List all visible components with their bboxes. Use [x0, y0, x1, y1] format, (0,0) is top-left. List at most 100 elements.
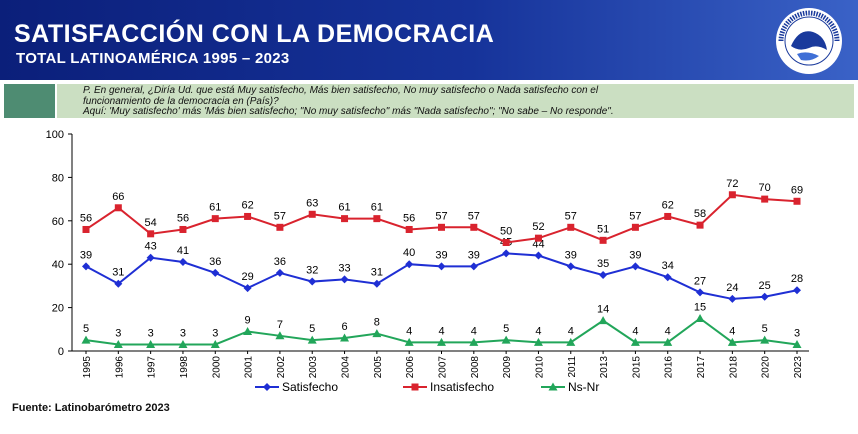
data-label-ns-nr: 4 — [729, 325, 735, 337]
data-point-insatisfecho — [373, 215, 381, 223]
data-label-ns-nr: 14 — [597, 304, 609, 316]
data-point-insatisfecho — [470, 223, 478, 231]
data-label-insatisfecho: 56 — [80, 212, 92, 224]
data-point-satisfecho — [340, 275, 349, 284]
data-point-satisfecho — [243, 284, 252, 293]
x-tick-label: 2004 — [341, 356, 352, 379]
data-label-satisfecho: 39 — [629, 249, 641, 261]
data-label-ns-nr: 4 — [568, 325, 574, 337]
data-point-ns-nr — [533, 337, 543, 346]
latinobarometro-logo — [776, 8, 842, 74]
x-tick-label: 2010 — [534, 356, 545, 379]
data-point-satisfecho — [405, 260, 414, 269]
data-label-satisfecho: 25 — [759, 280, 771, 292]
data-point-satisfecho — [372, 279, 381, 288]
series-insatisfecho: 56 66 54 56 61 62 57 63 61 61 56 57 57 50 52 57 51 57 62 58… — [80, 178, 803, 246]
data-point-satisfecho — [760, 292, 769, 301]
question-line-2: funcionamiento de la democracia en (País… — [83, 95, 279, 107]
data-label-ns-nr: 7 — [277, 319, 283, 331]
data-label-satisfecho: 41 — [177, 245, 189, 257]
data-point-ns-nr — [598, 316, 608, 325]
data-label-ns-nr: 4 — [632, 325, 638, 337]
data-label-insatisfecho: 57 — [468, 210, 480, 222]
x-tick-label: 2013 — [599, 356, 610, 379]
data-label-ns-nr: 3 — [212, 327, 218, 339]
chart-axes: 0 20 40 60 80 100 1995 1996 1997 1998 2000 2001 2002… — [46, 129, 809, 378]
data-label-ns-nr: 4 — [665, 325, 671, 337]
question-line-1: P. En general, ¿Diría Ud. que está Muy s… — [83, 85, 599, 96]
y-tick-label: 20 — [52, 303, 64, 315]
legend-marker-insatisfecho — [411, 383, 419, 391]
data-label-insatisfecho: 61 — [371, 202, 383, 214]
data-label-ns-nr: 3 — [794, 327, 800, 339]
x-tick-label: 2007 — [438, 356, 449, 379]
data-point-satisfecho — [566, 262, 575, 271]
data-point-satisfecho — [114, 279, 123, 288]
data-point-insatisfecho — [276, 223, 284, 231]
data-label-satisfecho: 40 — [403, 247, 415, 259]
data-point-insatisfecho — [341, 215, 349, 223]
data-label-ns-nr: 3 — [180, 327, 186, 339]
data-label-insatisfecho: 66 — [112, 191, 124, 203]
data-point-insatisfecho — [211, 215, 219, 223]
header-banner: SATISFACCIÓN CON LA DEMOCRACIA TOTAL LAT… — [0, 0, 858, 80]
x-tick-label: 2016 — [664, 356, 675, 379]
data-point-ns-nr — [307, 335, 317, 344]
data-point-satisfecho — [502, 249, 511, 258]
legend-marker-ns-nr — [548, 382, 558, 391]
data-point-satisfecho — [793, 286, 801, 295]
data-label-insatisfecho: 57 — [629, 210, 641, 222]
data-label-satisfecho: 34 — [662, 260, 674, 272]
data-point-satisfecho — [178, 258, 187, 267]
data-point-insatisfecho — [599, 236, 607, 244]
data-label-ns-nr: 4 — [438, 325, 444, 337]
data-label-ns-nr: 9 — [245, 314, 251, 326]
x-tick-label: 2009 — [502, 356, 513, 379]
question-line-3: Aquí: 'Muy satisfecho' más 'Más bien sat… — [83, 106, 614, 117]
data-label-insatisfecho: 58 — [694, 208, 706, 220]
data-point-satisfecho — [469, 262, 478, 271]
data-label-insatisfecho: 61 — [338, 202, 350, 214]
data-point-satisfecho — [146, 253, 155, 262]
data-label-satisfecho: 35 — [597, 258, 609, 270]
data-point-ns-nr — [275, 331, 285, 340]
data-label-insatisfecho: 69 — [791, 184, 803, 196]
data-point-ns-nr — [501, 335, 511, 344]
x-tick-label: 2000 — [211, 356, 222, 379]
data-label-ns-nr: 5 — [503, 323, 509, 335]
data-point-ns-nr — [760, 335, 770, 344]
question-text-box: P. En general, ¿Diría Ud. que está Muy s… — [57, 84, 854, 118]
data-label-insatisfecho: 63 — [306, 197, 318, 209]
data-point-insatisfecho — [82, 225, 90, 233]
page-subtitle: TOTAL LATINOAMÉRICA 1995 – 2023 — [16, 50, 290, 67]
x-tick-label: 2020 — [761, 356, 772, 379]
data-point-satisfecho — [728, 294, 737, 303]
data-point-insatisfecho — [147, 230, 155, 238]
data-point-ns-nr — [695, 313, 705, 322]
data-label-insatisfecho: 62 — [662, 199, 674, 211]
data-label-satisfecho: 31 — [371, 267, 383, 279]
data-point-insatisfecho — [244, 212, 252, 220]
line-chart: 0 20 40 60 80 100 1995 1996 1997 1998 2000 2001 2002… — [46, 129, 809, 394]
legend-item-ns-nr: Ns-Nr — [541, 380, 599, 394]
y-tick-label: 0 — [58, 346, 64, 358]
data-label-insatisfecho: 57 — [435, 210, 447, 222]
data-label-satisfecho: 43 — [145, 241, 157, 253]
data-label-insatisfecho: 52 — [532, 221, 544, 233]
data-point-ns-nr — [727, 337, 737, 346]
x-tick-label: 2002 — [276, 356, 287, 379]
data-label-ns-nr: 5 — [762, 323, 768, 335]
data-label-insatisfecho: 57 — [274, 210, 286, 222]
data-point-insatisfecho — [761, 195, 769, 203]
x-tick-label: 2003 — [308, 356, 319, 379]
x-tick-label: 2011 — [567, 356, 578, 378]
data-label-insatisfecho: 56 — [177, 212, 189, 224]
data-label-satisfecho: 36 — [274, 256, 286, 268]
data-point-satisfecho — [696, 288, 705, 297]
legend-label-ns-nr: Ns-Nr — [568, 380, 599, 394]
data-point-insatisfecho — [793, 197, 801, 205]
data-point-insatisfecho — [631, 223, 639, 231]
data-point-ns-nr — [792, 339, 802, 348]
data-label-satisfecho: 31 — [112, 267, 124, 279]
data-label-satisfecho: 28 — [791, 273, 803, 285]
